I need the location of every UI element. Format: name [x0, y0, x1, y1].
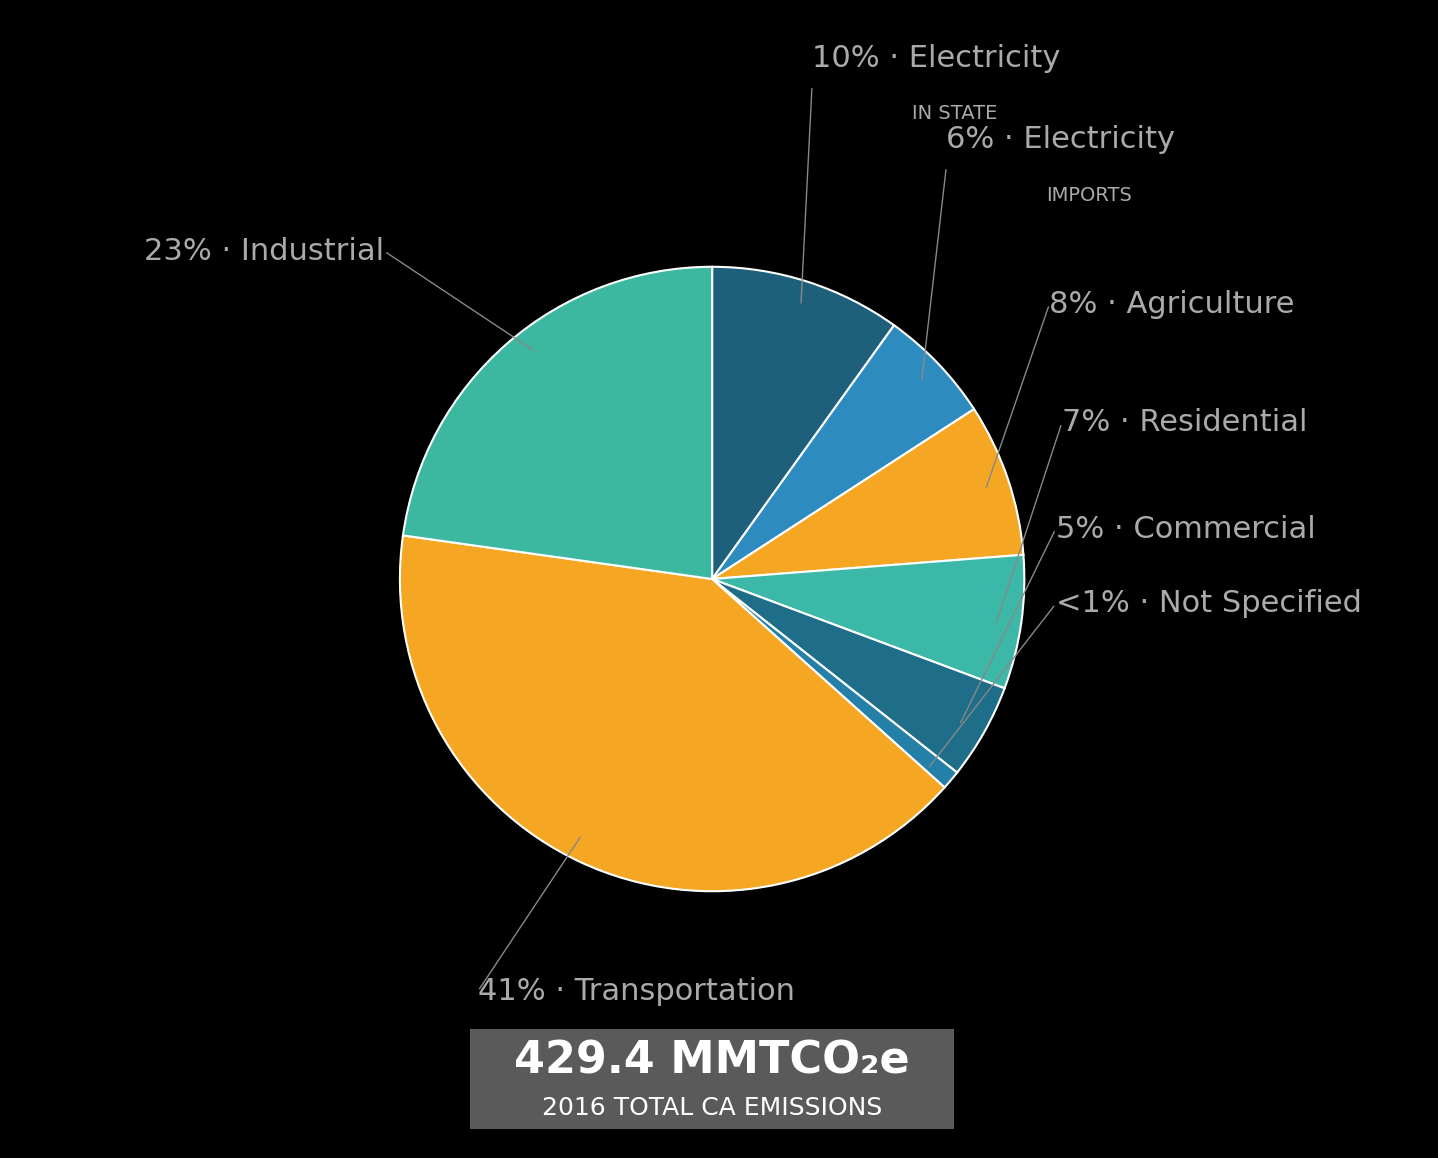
FancyBboxPatch shape — [470, 1028, 953, 1129]
Text: 23% · Industrial: 23% · Industrial — [144, 236, 384, 265]
Text: 2016 TOTAL CA EMISSIONS: 2016 TOTAL CA EMISSIONS — [542, 1097, 883, 1120]
Wedge shape — [400, 535, 945, 892]
Wedge shape — [712, 555, 1024, 688]
Text: IN STATE: IN STATE — [912, 104, 998, 124]
Text: <1% · Not Specified: <1% · Not Specified — [1055, 589, 1362, 618]
Text: 429.4 MMTCO₂e: 429.4 MMTCO₂e — [515, 1040, 910, 1083]
Text: 6% · Electricity: 6% · Electricity — [946, 125, 1175, 154]
Wedge shape — [712, 266, 894, 579]
Text: IMPORTS: IMPORTS — [1047, 185, 1132, 205]
Text: 5% · Commercial: 5% · Commercial — [1055, 514, 1316, 543]
Wedge shape — [403, 266, 712, 579]
Text: 41% · Transportation: 41% · Transportation — [477, 976, 795, 1005]
Text: 10% · Electricity: 10% · Electricity — [812, 44, 1060, 73]
Wedge shape — [712, 579, 1005, 772]
Wedge shape — [712, 579, 958, 787]
Text: 8% · Agriculture: 8% · Agriculture — [1050, 290, 1294, 318]
Wedge shape — [712, 409, 1024, 579]
Text: 7% · Residential: 7% · Residential — [1061, 409, 1307, 438]
Wedge shape — [712, 325, 974, 579]
